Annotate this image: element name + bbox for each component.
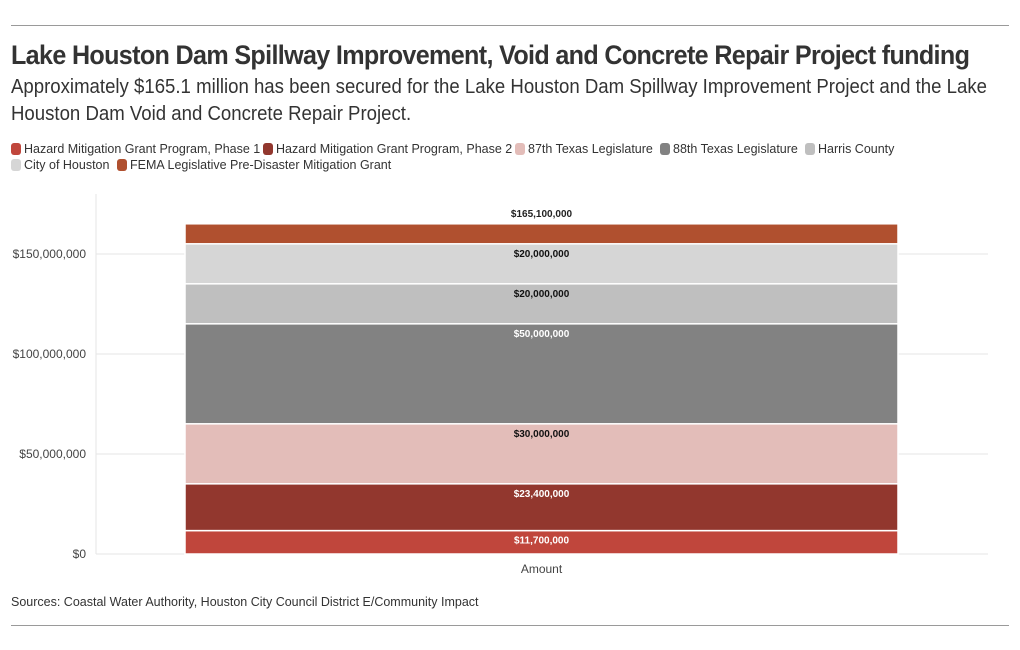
total-label: $165,100,000 <box>511 209 573 220</box>
legend-label: Harris County <box>818 142 895 156</box>
chart-subtitle: Approximately $165.1 million has been se… <box>11 76 987 125</box>
legend-label: 88th Texas Legislature <box>673 142 798 156</box>
legend-swatch <box>515 143 525 155</box>
bar-segment <box>184 283 899 325</box>
bar-segment <box>184 243 899 285</box>
data-label: $20,000,000 <box>514 249 570 260</box>
legend-swatch <box>660 143 670 155</box>
legend-label: Hazard Mitigation Grant Program, Phase 2 <box>276 142 513 156</box>
legend-label: FEMA Legislative Pre-Disaster Mitigation… <box>130 158 392 172</box>
x-category-label: Amount <box>521 562 563 576</box>
legend-item: Hazard Mitigation Grant Program, Phase 2 <box>263 141 512 157</box>
y-tick-label: $150,000,000 <box>13 247 87 261</box>
legend-item: 88th Texas Legislature <box>660 141 798 157</box>
legend-item: FEMA Legislative Pre-Disaster Mitigation… <box>117 157 391 173</box>
legend-swatch <box>11 159 21 171</box>
y-tick-label: $100,000,000 <box>13 347 87 361</box>
legend-swatch <box>11 143 21 155</box>
legend-swatch <box>805 143 815 155</box>
legend-item: 87th Texas Legislature <box>515 141 653 157</box>
y-tick-label: $0 <box>73 547 87 561</box>
bottom-divider <box>11 625 1009 626</box>
data-label: $11,700,000 <box>514 536 569 547</box>
legend-item: Harris County <box>805 141 894 157</box>
source-note: Sources: Coastal Water Authority, Housto… <box>11 595 479 609</box>
bar-segment <box>184 223 899 245</box>
data-label: $20,000,000 <box>514 289 570 300</box>
legend-swatch <box>263 143 273 155</box>
legend-label: Hazard Mitigation Grant Program, Phase 1 <box>24 142 261 156</box>
chart-title: Lake Houston Dam Spillway Improvement, V… <box>11 40 970 70</box>
data-label: $50,000,000 <box>514 329 570 340</box>
bar-segment <box>184 423 899 485</box>
top-divider <box>11 25 1009 26</box>
data-label: $30,000,000 <box>514 429 570 440</box>
legend-item: Hazard Mitigation Grant Program, Phase 1 <box>11 141 260 157</box>
legend-label: City of Houston <box>24 158 110 172</box>
bar-segment <box>184 323 899 425</box>
bar-segment <box>184 483 899 532</box>
data-label: $23,400,000 <box>514 489 570 500</box>
legend-label: 87th Texas Legislature <box>528 142 653 156</box>
legend-swatch <box>117 159 127 171</box>
legend-item: City of Houston <box>11 157 109 173</box>
y-tick-label: $50,000,000 <box>19 447 86 461</box>
